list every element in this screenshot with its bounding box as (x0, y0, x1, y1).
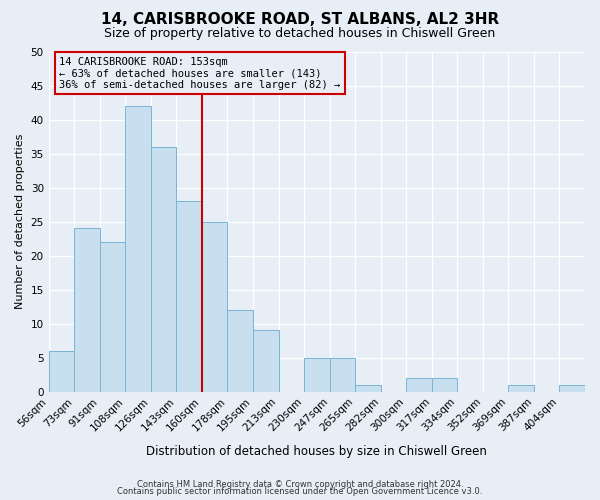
Bar (304, 358, 329, 392)
Bar (406, 378, 432, 392)
Bar (227, 310, 253, 392)
Text: Contains public sector information licensed under the Open Government Licence v3: Contains public sector information licen… (118, 487, 482, 496)
Bar (329, 358, 355, 392)
Text: Contains HM Land Registry data © Crown copyright and database right 2024.: Contains HM Land Registry data © Crown c… (137, 480, 463, 489)
Bar (508, 385, 534, 392)
Text: 14, CARISBROOKE ROAD, ST ALBANS, AL2 3HR: 14, CARISBROOKE ROAD, ST ALBANS, AL2 3HR (101, 12, 499, 28)
Bar (176, 201, 202, 392)
Bar (125, 106, 151, 392)
Y-axis label: Number of detached properties: Number of detached properties (15, 134, 25, 310)
Text: Size of property relative to detached houses in Chiswell Green: Size of property relative to detached ho… (104, 28, 496, 40)
X-axis label: Distribution of detached houses by size in Chiswell Green: Distribution of detached houses by size … (146, 444, 487, 458)
Bar (355, 385, 380, 392)
Bar (432, 378, 457, 392)
Bar (559, 385, 585, 392)
Bar (202, 222, 227, 392)
Bar (253, 330, 278, 392)
Bar (100, 242, 125, 392)
Bar (74, 228, 100, 392)
Text: 14 CARISBROOKE ROAD: 153sqm
← 63% of detached houses are smaller (143)
36% of se: 14 CARISBROOKE ROAD: 153sqm ← 63% of det… (59, 56, 341, 90)
Bar (151, 146, 176, 392)
Bar (49, 351, 74, 392)
